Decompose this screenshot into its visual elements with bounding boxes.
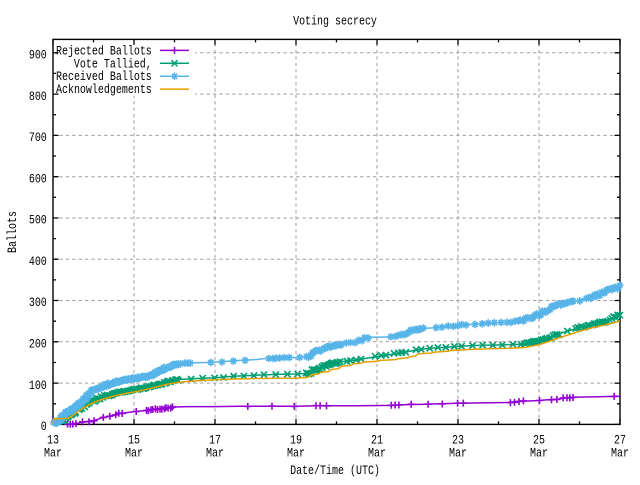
svg-text:17: 17: [209, 435, 221, 448]
svg-text:Mar: Mar: [125, 448, 143, 461]
svg-text:Date/Time (UTC): Date/Time (UTC): [290, 465, 380, 478]
svg-text:Mar: Mar: [368, 448, 386, 461]
svg-text:600: 600: [29, 174, 47, 187]
svg-text:Mar: Mar: [206, 448, 224, 461]
svg-text:Ballots: Ballots: [7, 211, 20, 253]
svg-text:400: 400: [29, 256, 47, 269]
svg-text:700: 700: [29, 132, 47, 145]
svg-text:Mar: Mar: [611, 448, 629, 461]
svg-text:27: 27: [614, 435, 626, 448]
svg-text:200: 200: [29, 339, 47, 352]
svg-text:25: 25: [533, 435, 545, 448]
svg-text:900: 900: [29, 50, 47, 63]
svg-text:500: 500: [29, 215, 47, 228]
svg-text:15: 15: [128, 435, 140, 448]
svg-text:23: 23: [452, 435, 464, 448]
svg-text:Acknowledgements: Acknowledgements: [56, 84, 152, 97]
svg-text:0: 0: [41, 421, 47, 434]
svg-text:Voting secrecy: Voting secrecy: [293, 15, 377, 28]
svg-text:Vote Tallied,: Vote Tallied,: [74, 58, 152, 71]
svg-text:Mar: Mar: [287, 448, 305, 461]
svg-text:19: 19: [290, 435, 302, 448]
svg-text:300: 300: [29, 297, 47, 310]
svg-text:Mar: Mar: [44, 448, 62, 461]
svg-text:13: 13: [47, 435, 59, 448]
svg-text:100: 100: [29, 380, 47, 393]
svg-text:Mar: Mar: [530, 448, 548, 461]
svg-text:Received Ballots: Received Ballots: [56, 71, 152, 84]
svg-text:Rejected Ballots: Rejected Ballots: [56, 46, 152, 59]
svg-text:21: 21: [371, 435, 383, 448]
svg-text:800: 800: [29, 91, 47, 104]
svg-text:Mar: Mar: [449, 448, 467, 461]
